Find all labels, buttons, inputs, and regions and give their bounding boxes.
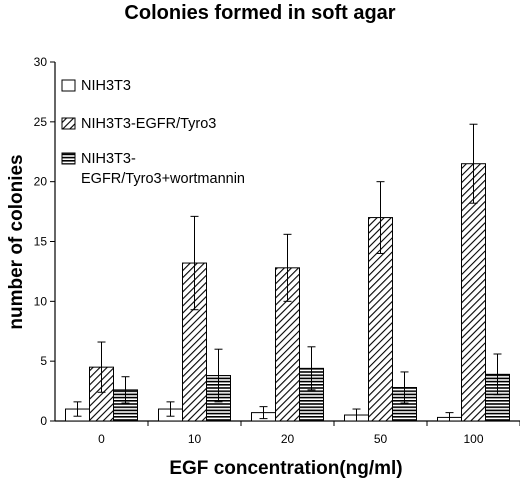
y-axis-title: number of colonies <box>6 154 27 329</box>
axes: 0 5 10 15 20 25 30 0 10 20 50 100 <box>34 55 520 446</box>
y-tick-label: 15 <box>34 235 48 249</box>
legend-swatch <box>61 117 76 130</box>
x-tick-label: 100 <box>463 432 483 446</box>
y-tick-label: 20 <box>34 175 48 189</box>
chart-title: Colonies formed in soft agar <box>124 2 396 24</box>
x-axis-title: EGF concentration(ng/ml) <box>169 458 402 479</box>
x-tick-label: 10 <box>188 432 202 446</box>
x-tick-label: 0 <box>98 432 105 446</box>
y-tick-label: 0 <box>40 414 47 428</box>
legend-swatch <box>61 152 76 165</box>
legend-label: NIH3T3-EGFR/Tyro3 <box>81 116 216 132</box>
y-tick-label: 5 <box>40 354 47 368</box>
bars <box>65 123 510 422</box>
legend-swatch <box>61 79 76 92</box>
legend-label: NIH3T3- <box>81 151 136 167</box>
legend: NIH3T3 NIH3T3-EGFR/Tyro3 NIH3T3- EGFR/Tyro3… <box>61 78 245 187</box>
legend-label: NIH3T3 <box>81 78 131 94</box>
x-tick-label: 20 <box>281 432 295 446</box>
y-tick-label: 25 <box>34 115 48 129</box>
x-tick-label: 50 <box>374 432 388 446</box>
legend-label: EGFR/Tyro3+wortmannin <box>81 171 245 187</box>
y-tick-label: 30 <box>34 55 48 69</box>
y-tick-label: 10 <box>34 294 48 308</box>
bar <box>461 163 486 422</box>
